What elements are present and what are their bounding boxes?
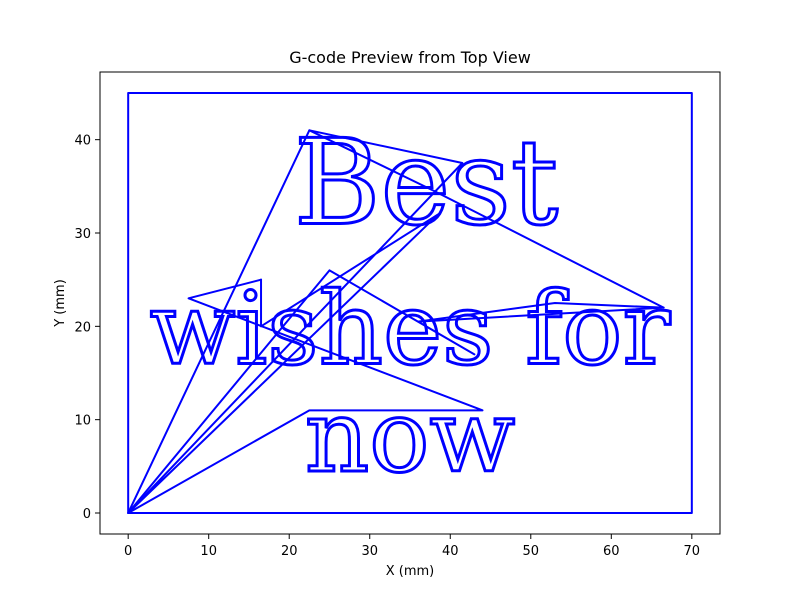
chart-title: G-code Preview from Top View xyxy=(289,48,531,67)
y-tick-label: 0 xyxy=(83,507,91,522)
plot-frame xyxy=(99,71,721,535)
toolpath-series-2 xyxy=(127,278,484,514)
y-axis-ticks: 0 10 20 30 40 xyxy=(74,134,100,522)
toolpath-series-4 xyxy=(308,129,665,309)
x-tick-label: 70 xyxy=(684,544,701,559)
y-tick-label: 20 xyxy=(74,320,91,335)
x-tick-label: 40 xyxy=(442,544,459,559)
y-axis-label: Y (mm) xyxy=(53,279,68,328)
toolpath-group xyxy=(127,92,693,514)
y-tick-label: 40 xyxy=(74,134,91,149)
engraved-text-1: wishes for xyxy=(150,271,671,388)
x-tick-label: 0 xyxy=(124,544,132,559)
toolpath-series-3 xyxy=(127,269,665,514)
y-tick-label: 10 xyxy=(74,414,91,429)
x-tick-label: 10 xyxy=(200,544,217,559)
x-axis-ticks: 0 10 20 30 40 50 60 70 xyxy=(124,534,700,559)
x-tick-label: 20 xyxy=(281,544,298,559)
x-axis-label: X (mm) xyxy=(386,564,435,579)
y-tick-label: 30 xyxy=(74,227,91,242)
x-tick-label: 60 xyxy=(603,544,620,559)
x-tick-label: 30 xyxy=(361,544,378,559)
engraved-text-0: Best xyxy=(294,114,559,252)
engraved-text-2: now xyxy=(305,378,515,495)
x-tick-label: 50 xyxy=(523,544,540,559)
toolpath-series-0 xyxy=(127,92,693,514)
